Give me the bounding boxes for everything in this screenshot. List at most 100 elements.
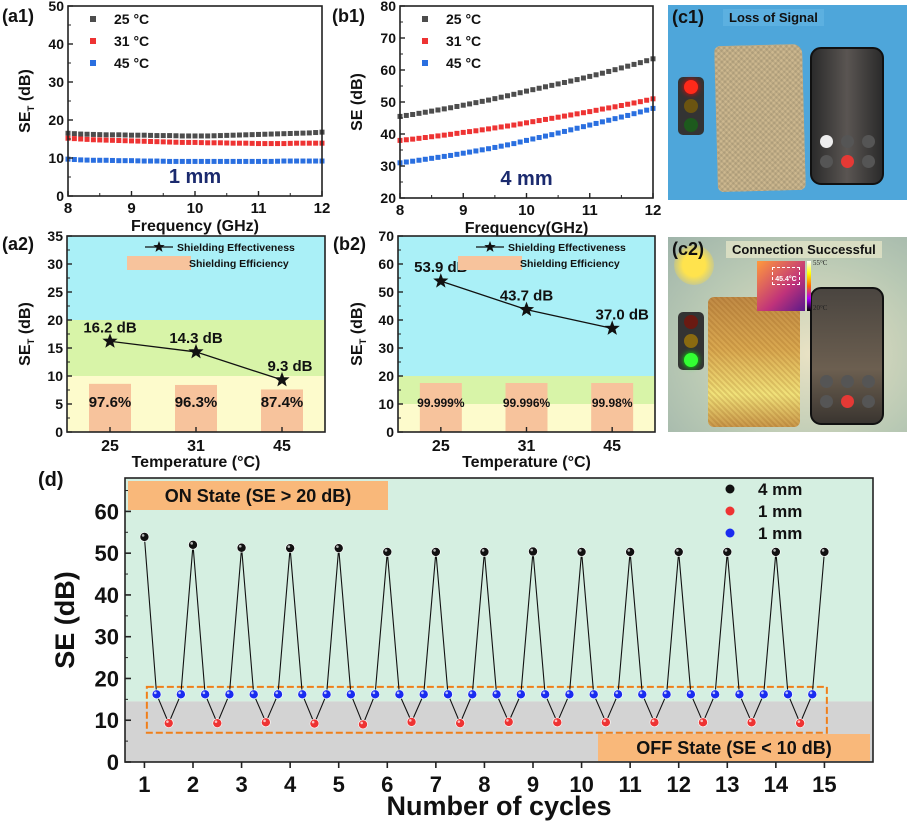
efficiency-label: 97.6% [89, 394, 132, 411]
y-tick-label: 30 [95, 625, 119, 650]
y-tick-label: 15 [47, 340, 63, 356]
data-point-interp [160, 133, 166, 139]
efficiency-bar [89, 383, 131, 432]
x-axis-label: Number of cycles [386, 791, 611, 821]
data-point [783, 689, 793, 700]
data-point-interp [441, 132, 447, 138]
efficiency-bar [591, 383, 634, 432]
data-point [281, 141, 287, 147]
data-point-interp [555, 114, 561, 120]
data-point [552, 717, 563, 728]
se-value-label: 37.0 dB [595, 306, 649, 323]
data-point-interp [542, 84, 548, 90]
x-tick-label: 45 [273, 438, 291, 455]
efficiency-label: 99.996% [503, 396, 551, 410]
data-point [78, 157, 84, 163]
x-tick-label: 13 [715, 772, 739, 797]
data-point-highlight [542, 691, 546, 695]
phone-button-icon [862, 135, 875, 148]
data-point [435, 133, 441, 139]
data-point-interp [71, 157, 77, 163]
data-point-interp [249, 140, 255, 146]
data-point [116, 138, 122, 144]
data-point-highlight [554, 719, 558, 723]
data-point-interp [300, 130, 306, 136]
data-point [281, 158, 287, 164]
data-point [637, 689, 648, 700]
data-point-interp [505, 142, 511, 148]
data-point-interp [300, 140, 306, 146]
data-point-highlight [166, 720, 169, 723]
x-tick-label: 1 [138, 772, 150, 797]
legend-marker [725, 506, 735, 516]
data-point [524, 88, 529, 94]
data-point [154, 139, 160, 145]
data-point-interp [644, 58, 650, 64]
data-point-interp [211, 140, 217, 146]
legend-label: 1 mm [758, 524, 802, 543]
data-point-interp [236, 132, 242, 138]
data-point [612, 116, 618, 122]
y-tick-label: 50 [48, 0, 64, 14]
green-lamp [684, 118, 698, 132]
data-point-interp [135, 138, 141, 144]
data-point-interp [631, 111, 637, 117]
data-point [273, 689, 283, 700]
data-point-highlight [348, 691, 351, 695]
y-tick-label: 30 [48, 74, 64, 90]
data-point-highlight [615, 691, 618, 695]
data-point-interp [517, 90, 523, 96]
data-point [448, 105, 454, 111]
data-point-interp [148, 138, 154, 144]
data-point [90, 157, 96, 163]
legend-label: 25 °C [114, 11, 149, 27]
data-point-highlight [566, 691, 570, 695]
data-point [422, 109, 428, 115]
data-point [612, 104, 618, 110]
x-tick-label: 11 [251, 200, 267, 217]
x-tick-label: 2 [187, 772, 199, 797]
data-point [467, 689, 478, 700]
data-point-interp [275, 131, 281, 137]
data-point-interp [568, 127, 574, 133]
data-point [217, 158, 223, 164]
data-point-interp [618, 103, 624, 109]
data-point [243, 140, 249, 146]
x-tick-label: 3 [235, 772, 247, 797]
legend-bar-swatch [458, 256, 522, 270]
legend-label: 31 °C [446, 33, 481, 49]
data-point-highlight [445, 691, 449, 695]
data-point [455, 718, 465, 728]
photo-title: Loss of Signal [723, 9, 824, 26]
data-point-highlight [821, 549, 825, 552]
data-point-highlight [263, 719, 266, 723]
data-point [188, 540, 198, 550]
se-value-label: 16.2 dB [83, 319, 137, 336]
data-point-interp [580, 124, 586, 130]
chart-a1: 25 °C 31 °C 45 °C 0 10 20 30 40 50 8 9 10 11 12 1 mm Fr… [17, 0, 330, 235]
data-point [613, 689, 623, 700]
legend-label: 45 °C [114, 55, 149, 71]
panel-label-d: (d) [38, 469, 64, 491]
legend-label: 4 mm [758, 480, 802, 499]
data-point-interp [580, 110, 586, 116]
se-star-marker [102, 333, 118, 348]
phone-button-icon [862, 375, 875, 388]
efficiency-label: 87.4% [261, 394, 304, 411]
data-point [574, 111, 580, 117]
data-point-interp [275, 141, 281, 147]
x-tick-label: 12 [666, 772, 690, 797]
data-point [410, 158, 416, 164]
efficiency-bar [419, 383, 462, 432]
y-tick-label: 40 [380, 126, 396, 142]
x-axis-label: Frequency (GHz) [131, 218, 259, 235]
data-point-highlight [481, 549, 485, 552]
data-point-interp [198, 158, 204, 164]
panel-label-a1: (a1) [2, 6, 34, 26]
data-point [536, 118, 542, 124]
data-point-highlight [457, 720, 461, 723]
data-point-interp [580, 75, 586, 81]
y-tick-label: 20 [380, 190, 396, 206]
data-point-interp [454, 103, 460, 109]
y-axis-label: SE (dB) [349, 73, 366, 131]
